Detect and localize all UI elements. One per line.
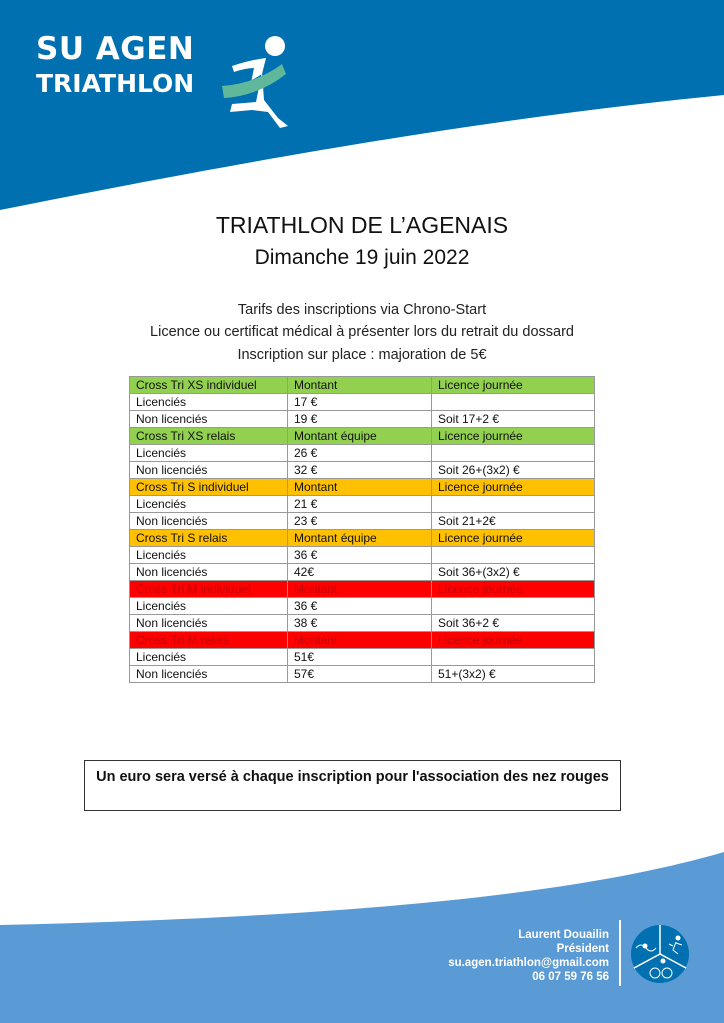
table-row: Licenciés 51€ <box>129 648 595 666</box>
president-name: Laurent Douailin <box>518 929 609 941</box>
table-row: Non licenciés 23 € Soit 21+2€ <box>129 512 595 530</box>
contact-block: Laurent Douailin Président su.agen.triat… <box>448 928 609 984</box>
contact-phone: 06 07 59 76 56 <box>532 971 609 983</box>
table-cell: 26 € <box>287 444 432 462</box>
table-cell: 36 € <box>287 597 432 615</box>
table-cell: 38 € <box>287 614 432 632</box>
contact-email[interactable]: su.agen.triathlon@gmail.com <box>448 957 609 969</box>
table-cell: 19 € <box>287 410 432 428</box>
table-cell: Soit 36+2 € <box>431 614 595 632</box>
table-cell: 42€ <box>287 563 432 581</box>
table-cell: 51+(3x2) € <box>431 665 595 683</box>
table-cell: 32 € <box>287 461 432 479</box>
table-cell: Licence journée <box>431 529 595 547</box>
table-cell: Licenciés <box>129 444 288 462</box>
table-cell: Non licenciés <box>129 614 288 632</box>
event-title: TRIATHLON DE L’AGENAIS <box>215 212 509 238</box>
divider <box>619 920 621 986</box>
table-row: Licenciés 36 € <box>129 597 595 615</box>
event-date: Dimanche 19 juin 2022 <box>254 246 470 269</box>
table-cell: 36 € <box>287 546 432 564</box>
table-cell: Cross Tri XS individuel <box>129 376 288 394</box>
table-cell: Montant <box>287 478 432 496</box>
table-cell <box>431 444 595 462</box>
table-cell: Soit 36+(3x2) € <box>431 563 595 581</box>
header-band <box>0 0 724 210</box>
table-cell: Non licenciés <box>129 410 288 428</box>
table-cell <box>431 393 595 411</box>
info-line: Inscription sur place : majoration de 5€ <box>237 347 487 363</box>
pricing-table: Cross Tri XS individuel Montant Licence jo… <box>129 376 595 683</box>
table-row: Non licenciés 57€ 51+(3x2) € <box>129 665 595 683</box>
table-cell: Soit 17+2 € <box>431 410 595 428</box>
table-cell: 57€ <box>287 665 432 683</box>
table-cell: 23 € <box>287 512 432 530</box>
table-cell: Licence journée <box>431 631 595 649</box>
table-cell: Non licenciés <box>129 665 288 683</box>
club-logo: SU AGEN TRIATHLON <box>36 31 195 98</box>
table-cell: Licenciés <box>129 597 288 615</box>
section-header-row: Cross Tri XS individuel Montant Licence jo… <box>129 376 595 394</box>
table-cell: Cross Tri XS relais <box>129 427 288 445</box>
table-cell: Licenciés <box>129 393 288 411</box>
table-row: Licenciés 17 € <box>129 393 595 411</box>
table-cell: 17 € <box>287 393 432 411</box>
table-cell: Montant <box>287 631 432 649</box>
table-cell <box>431 546 595 564</box>
table-cell: Cross Tri S individuel <box>129 478 288 496</box>
table-row: Licenciés 36 € <box>129 546 595 564</box>
table-cell: Licenciés <box>129 546 288 564</box>
section-header-row: Cross Tri XS relais Montant équipe Licence… <box>129 427 595 445</box>
table-row: Non licenciés 42€ Soit 36+(3x2) € <box>129 563 595 581</box>
table-cell: Non licenciés <box>129 563 288 581</box>
table-cell: Licenciés <box>129 648 288 666</box>
table-cell: Soit 21+2€ <box>431 512 595 530</box>
table-cell: Montant <box>287 376 432 394</box>
table-cell: Licence journée <box>431 427 595 445</box>
section-header-row: Cross Tri S relais Montant équipe Licence … <box>129 529 595 547</box>
logo-line1: SU AGEN <box>36 31 195 67</box>
table-cell: Licence journée <box>431 580 595 598</box>
table-cell: Licence journée <box>431 478 595 496</box>
runner-icon <box>222 36 288 128</box>
section-header-row: Cross Tri M individuel Montant Licence jou… <box>129 580 595 598</box>
president-role: Président <box>556 943 609 955</box>
table-row: Licenciés 26 € <box>129 444 595 462</box>
table-cell: Montant équipe <box>287 427 432 445</box>
table-cell <box>431 597 595 615</box>
table-cell <box>431 648 595 666</box>
table-cell: 21 € <box>287 495 432 513</box>
table-cell: Cross Tri M relais <box>129 631 288 649</box>
table-cell: Montant <box>287 580 432 598</box>
table-row: Non licenciés 32 € Soit 26+(3x2) € <box>129 461 595 479</box>
section-header-row: Cross Tri M relais Montant Licence journée <box>129 631 595 649</box>
table-cell <box>431 495 595 513</box>
table-cell: Montant équipe <box>287 529 432 547</box>
info-line: Licence ou certificat médical à présente… <box>150 324 574 340</box>
logo-line2: TRIATHLON <box>36 69 195 98</box>
table-cell: 51€ <box>287 648 432 666</box>
table-row: Non licenciés 38 € Soit 36+2 € <box>129 614 595 632</box>
table-cell: Soit 26+(3x2) € <box>431 461 595 479</box>
table-row: Non licenciés 19 € Soit 17+2 € <box>129 410 595 428</box>
table-cell: Cross Tri M individuel <box>129 580 288 598</box>
triathlon-badge-icon <box>631 925 689 983</box>
section-header-row: Cross Tri S individuel Montant Licence jou… <box>129 478 595 496</box>
table-cell: Non licenciés <box>129 512 288 530</box>
table-cell: Cross Tri S relais <box>129 529 288 547</box>
table-cell: Licence journée <box>431 376 595 394</box>
charity-note: Un euro sera versé à chaque inscription … <box>84 760 621 811</box>
info-line: Tarifs des inscriptions via Chrono-Start <box>237 302 487 318</box>
table-cell: Non licenciés <box>129 461 288 479</box>
table-row: Licenciés 21 € <box>129 495 595 513</box>
footer-band <box>0 852 724 1023</box>
table-cell: Licenciés <box>129 495 288 513</box>
